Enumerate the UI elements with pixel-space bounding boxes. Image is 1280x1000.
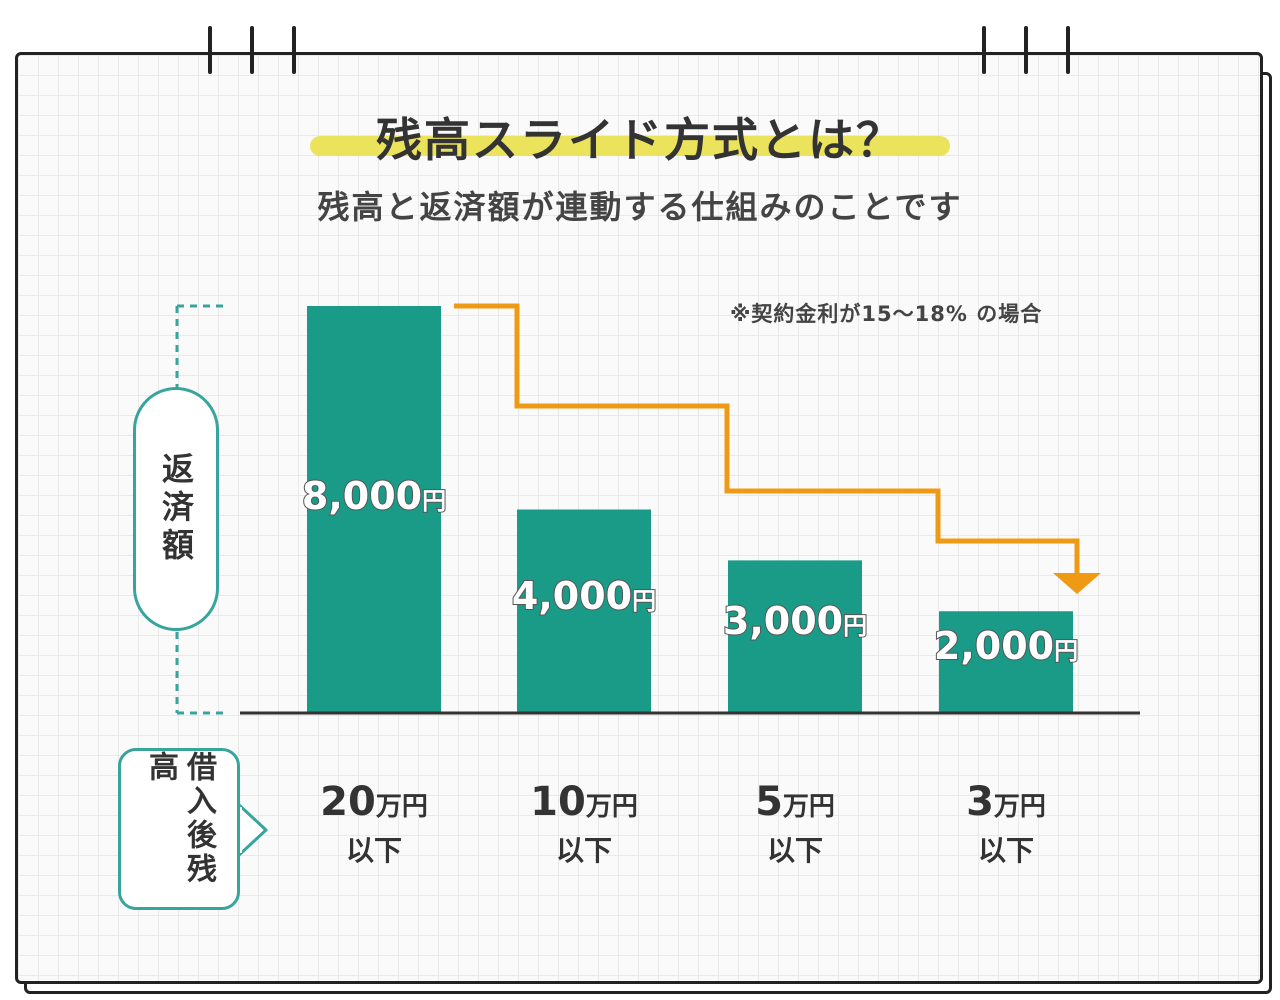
x-axis-label: 借入後残高 [143, 751, 216, 887]
category-suffix-label: 以下 [346, 834, 402, 867]
x-axis-bubble-tail [238, 802, 268, 858]
bar-value-label: 8,000円 [302, 474, 446, 518]
category-amount-label: 10万円 [530, 779, 638, 825]
category-amount-label: 3万円 [966, 779, 1046, 825]
category-suffix-label: 以下 [556, 834, 612, 867]
category-amount-label: 5万円 [755, 779, 835, 825]
binder-ring [250, 26, 254, 74]
bar-value-label: 4,000円 [512, 574, 656, 618]
y-axis-bracket [175, 304, 224, 715]
page-subtitle: 残高と返済額が連動する仕組みのことです [317, 188, 963, 226]
binder-ring [208, 26, 212, 74]
binder-ring [1066, 26, 1070, 74]
rate-footnote: ※契約金利が15～18% の場合 [730, 302, 1043, 326]
title-block: 残高スライド方式とは？ [0, 104, 1280, 170]
category-suffix-label: 以下 [978, 834, 1034, 867]
step-down-line [454, 303, 1080, 573]
binder-ring [1024, 26, 1028, 74]
y-axis-label-pill: 返済額 [133, 387, 219, 631]
bar [307, 306, 441, 713]
category-amount-label: 20万円 [320, 779, 428, 825]
bar-value-label: 3,000円 [723, 599, 867, 643]
bar [939, 611, 1073, 713]
category-suffix-label: 以下 [767, 834, 823, 867]
page-title: 残高スライド方式とは？ [376, 113, 904, 167]
title-highlight [310, 136, 950, 156]
binder-ring [292, 26, 296, 74]
bar [728, 560, 862, 713]
binder-ring [982, 26, 986, 74]
x-axis-label-bubble: 借入後残高 [118, 748, 240, 910]
y-axis-label: 返済額 [157, 452, 195, 566]
bar-value-label: 2,000円 [934, 624, 1078, 668]
bar [517, 509, 651, 713]
step-down-arrowhead [1053, 573, 1101, 594]
